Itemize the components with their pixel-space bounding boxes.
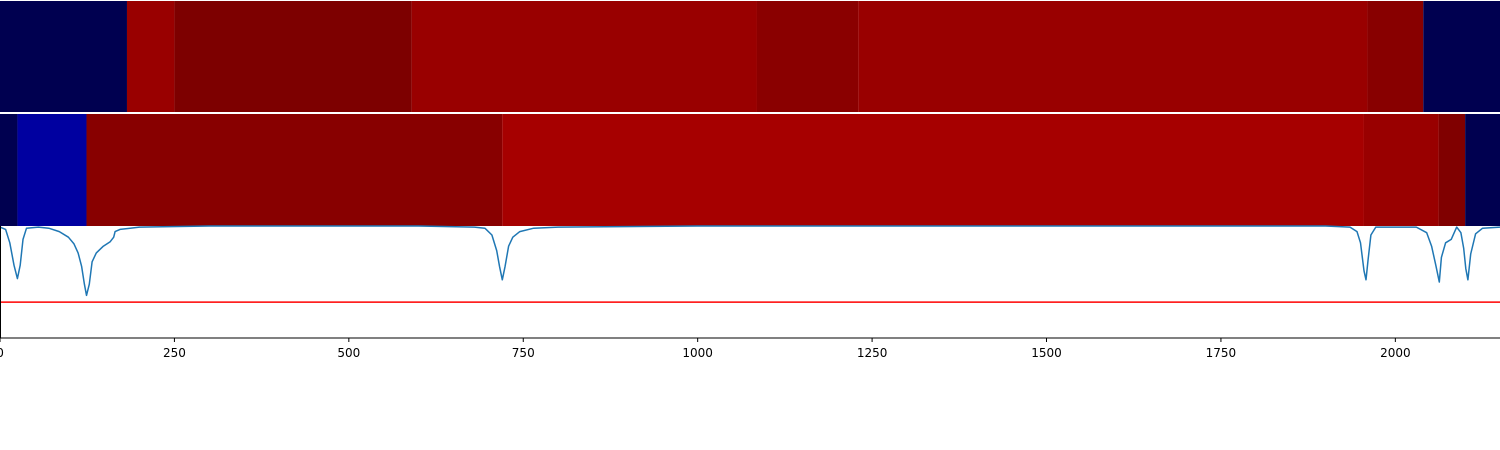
line-plot-background xyxy=(0,226,1500,338)
x-axis: 0 250 500 750 1000 1250 1500 1750 2000 xyxy=(0,338,1411,360)
x-tick-label: 750 xyxy=(512,346,535,360)
heatmap-middle xyxy=(0,114,1500,226)
heatmap-top-cell xyxy=(126,1,175,112)
heatmap-top-cell xyxy=(858,1,1368,112)
heatmap-top-cell xyxy=(756,1,859,112)
series-line xyxy=(0,225,1500,297)
heatmap-middle-cell xyxy=(86,114,503,226)
line-plot xyxy=(0,225,1500,339)
heatmap-top-cell xyxy=(174,1,412,112)
heatmap-top-cell xyxy=(0,1,127,112)
x-tick-label: 1500 xyxy=(1031,346,1062,360)
x-tick-label: 1250 xyxy=(857,346,888,360)
x-tick-label: 1000 xyxy=(682,346,713,360)
heatmap-top-cell xyxy=(1423,1,1500,112)
x-tick-label: 0 xyxy=(0,346,4,360)
heatmap-middle-cell xyxy=(17,114,87,226)
x-tick-label: 250 xyxy=(163,346,186,360)
heatmap-top xyxy=(0,1,1500,112)
heatmap-middle-cell xyxy=(1363,114,1439,226)
heatmap-middle-cell xyxy=(1438,114,1466,226)
heatmap-top-cell xyxy=(1367,1,1424,112)
heatmap-middle-cell xyxy=(1465,114,1500,226)
x-tick-label: 2000 xyxy=(1380,346,1411,360)
heatmap-middle-cell xyxy=(0,114,18,226)
x-tick-label: 1750 xyxy=(1206,346,1237,360)
heatmap-top-cell xyxy=(411,1,757,112)
x-tick-label: 500 xyxy=(337,346,360,360)
heatmap-middle-cell xyxy=(502,114,1364,226)
